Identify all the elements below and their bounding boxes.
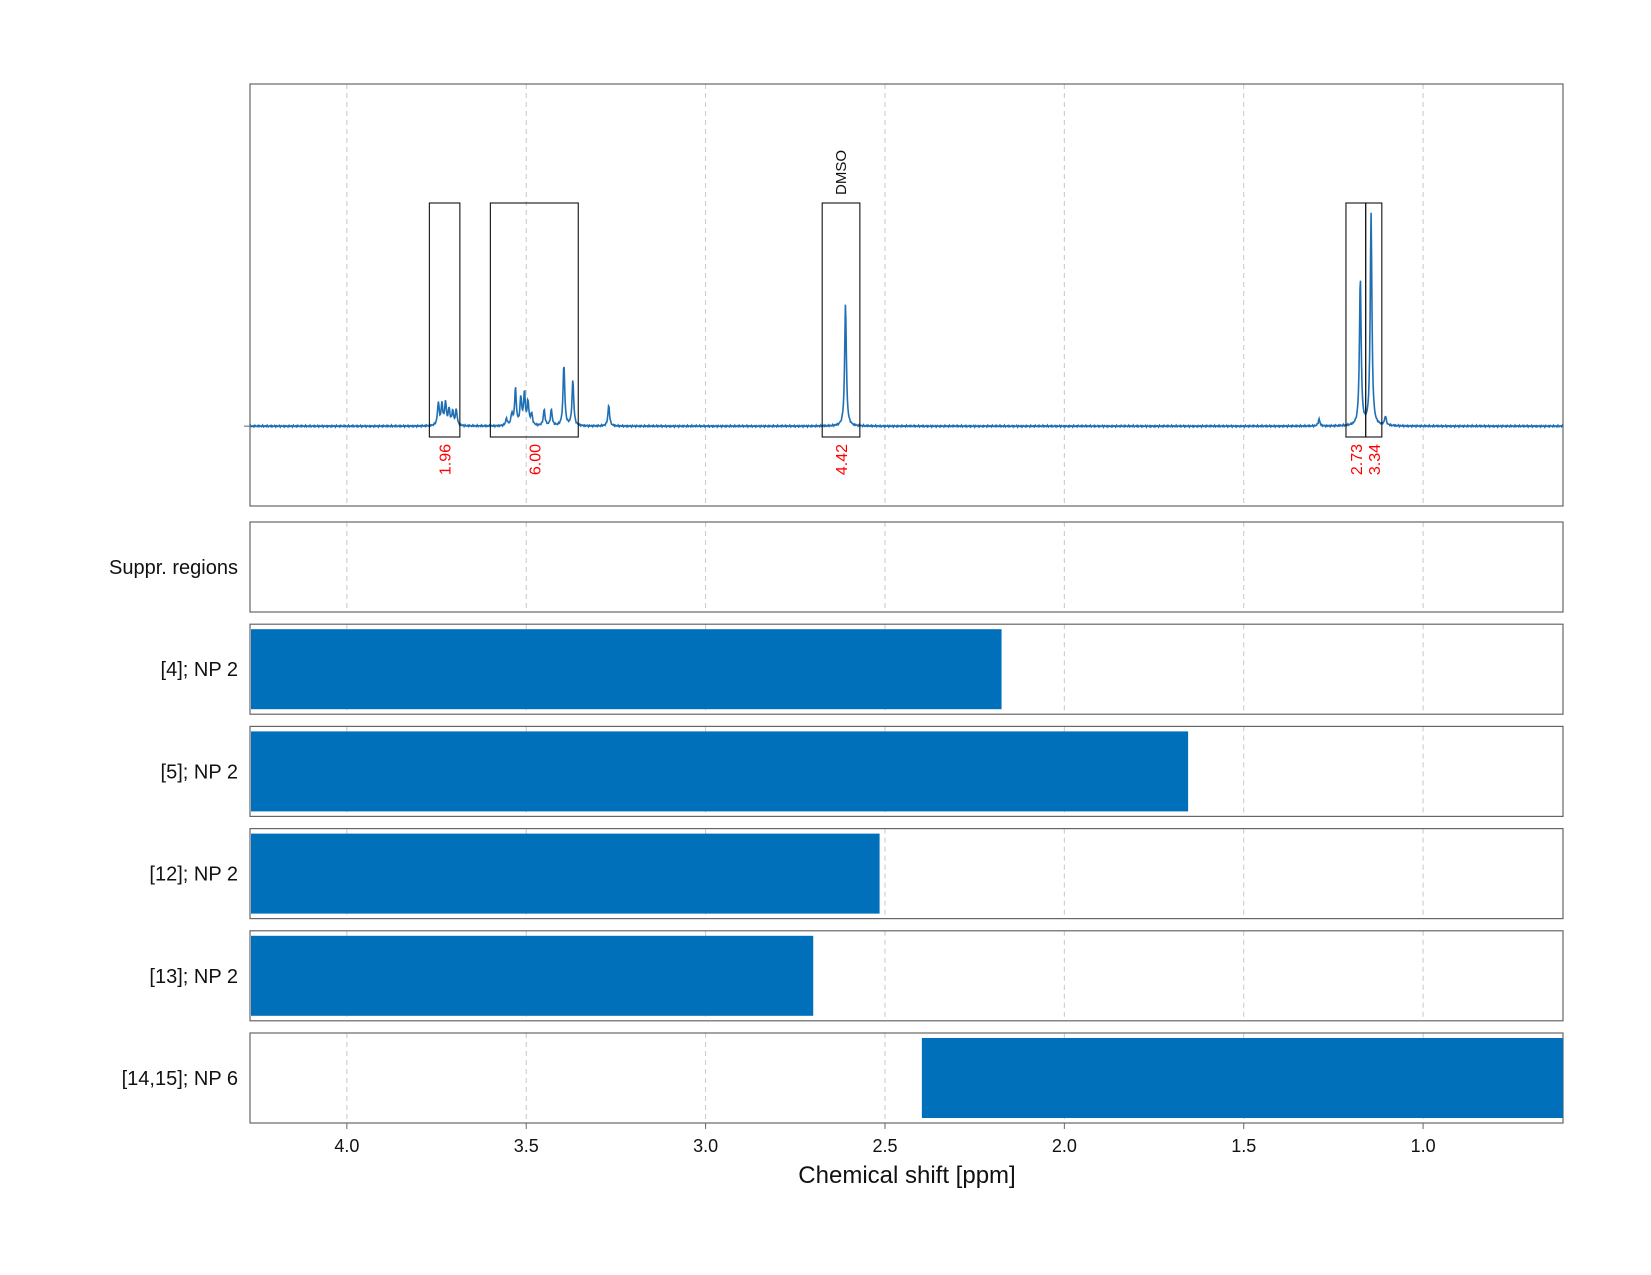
region-bar	[251, 629, 1002, 710]
row-label: [4]; NP 2	[161, 659, 238, 681]
region-bar	[251, 833, 880, 914]
row-label: [13]; NP 2	[149, 966, 238, 988]
region-bar	[251, 935, 814, 1016]
integration-value: 3.34	[1367, 444, 1384, 475]
spectrum-frame	[249, 83, 1564, 507]
row-frame	[249, 521, 1564, 613]
row-label: [5]; NP 2	[161, 761, 238, 783]
integration-value: 4.42	[834, 444, 851, 475]
spectrum-line	[249, 212, 1564, 429]
row-label: Suppr. regions	[109, 557, 238, 579]
x-axis: 4.0 3.5 3.0 2.5 2.0 1.5 1.0	[334, 1123, 1436, 1156]
x-tick-label: 1.5	[1231, 1136, 1256, 1156]
x-axis-label: Chemical shift [ppm]	[798, 1162, 1015, 1189]
integration-box	[1365, 202, 1383, 438]
row-frame	[249, 930, 1564, 1022]
panels	[249, 83, 1564, 507]
x-tick-label: 2.5	[872, 1136, 897, 1156]
region-bar	[921, 1038, 1563, 1118]
region-rows: Suppr. regions [4]; NP 2 [5]; NP 2 [12]; NP…	[109, 521, 1564, 1124]
integration-box	[428, 202, 461, 438]
spectrum-panel: 1.96 6.00 4.42 DMSO 2.73 3.34	[244, 150, 1564, 475]
integration-value: 6.00	[527, 444, 544, 475]
integration-value: 1.96	[438, 444, 455, 475]
region-bar	[251, 731, 1189, 812]
row-frame	[249, 725, 1564, 818]
integration-box	[821, 202, 861, 438]
row-frame	[249, 623, 1564, 715]
x-tick-label: 4.0	[334, 1136, 359, 1156]
x-tick-label: 3.0	[693, 1136, 718, 1156]
row-frame	[249, 827, 1564, 920]
integration-box	[489, 202, 579, 438]
row-label: [14,15]; NP 6	[122, 1068, 238, 1090]
x-tick-label: 2.0	[1052, 1136, 1077, 1156]
integration-value: 2.73	[1349, 444, 1366, 475]
x-tick-label: 3.5	[514, 1136, 539, 1156]
x-tick-label: 1.0	[1411, 1136, 1436, 1156]
row-label: [12]; NP 2	[149, 864, 238, 886]
integration-annotation: DMSO	[833, 150, 850, 195]
